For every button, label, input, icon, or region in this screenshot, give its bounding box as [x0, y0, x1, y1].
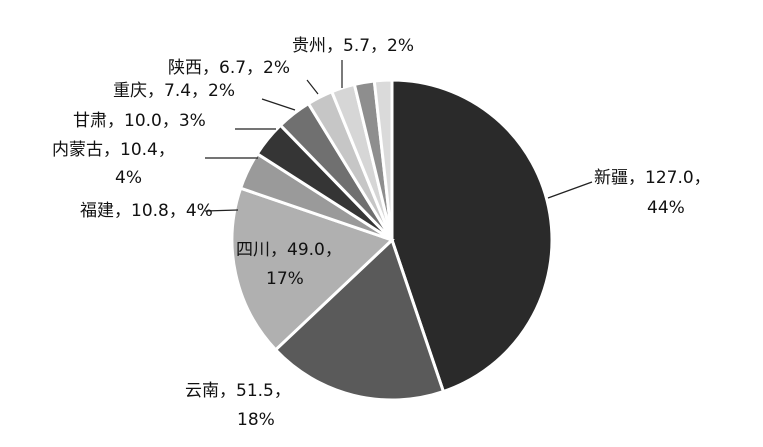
slice-label-6-line-1: 甘肃，10.0，3% [73, 111, 206, 131]
slice-label-4-line-1: 福建，10.8，4% [80, 201, 213, 221]
slice-label-9-line-1: 贵州，5.7，2% [292, 36, 414, 56]
slice-label-2-line-1: 云南，51.5， [185, 381, 291, 401]
slice-label-8-line-1: 陕西，6.7，2% [168, 58, 290, 78]
leader-line-7 [261, 98, 296, 111]
leader-line-4 [204, 209, 239, 212]
slice-label-1-line-2: 44% [647, 198, 685, 218]
pie-slice-2 [273, 237, 446, 402]
pie-slice-10 [372, 78, 394, 241]
slice-label-3-line-2: 17% [266, 269, 304, 289]
slice-label-2-line-2: 18% [237, 410, 275, 430]
slice-label-5-line-2: 4% [115, 168, 142, 188]
slice-label-1-line-1: 新疆，127.0， [594, 168, 711, 188]
pie-slice-1 [390, 78, 554, 394]
slice-label-5-line-1: 内蒙古，10.4， [52, 140, 175, 160]
leader-line-8 [306, 79, 319, 95]
leader-line-1 [547, 181, 593, 199]
pie-slice-3 [230, 186, 395, 352]
slice-label-7-line-1: 重庆，7.4，2% [113, 81, 235, 101]
slice-label-3-line-1: 四川，49.0， [236, 240, 342, 260]
